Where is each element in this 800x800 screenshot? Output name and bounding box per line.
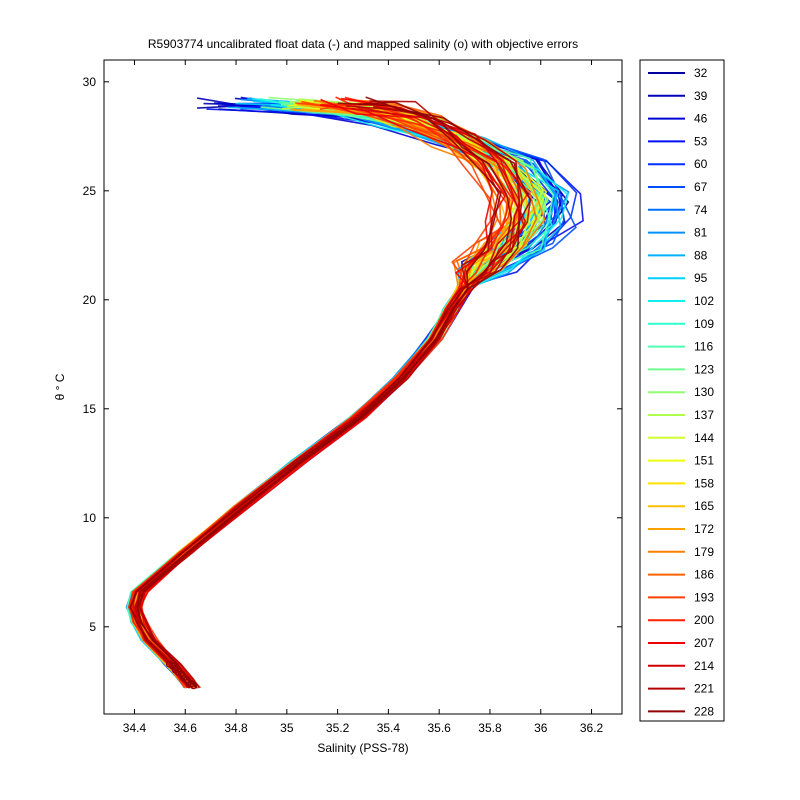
legend-label-193: 193 [694,590,714,604]
legend-label-179: 179 [694,545,714,559]
legend-label-144: 144 [694,431,714,445]
y-axis-label: θ ° C [53,373,67,400]
mapped-salinity-marker [178,670,186,678]
plot-frame [104,60,622,714]
legend-label-46: 46 [694,112,708,126]
legend-label-186: 186 [694,568,714,582]
legend-label-228: 228 [694,704,714,718]
y-tick-label: 20 [83,293,97,307]
legend-label-95: 95 [694,271,708,285]
profile-line-228 [136,96,532,689]
chart-title: R5903774 uncalibrated float data (-) and… [148,37,578,51]
legend-label-60: 60 [694,157,708,171]
legend-label-207: 207 [694,636,714,650]
legend-label-81: 81 [694,226,708,240]
legend-label-165: 165 [694,499,714,513]
x-tick-label: 35.8 [478,721,502,735]
legend: 32 39 46 53 60 67 74 81 88 95 102 109 116 123 130 137 14… [639,59,725,722]
legend-label-102: 102 [694,294,714,308]
legend-label-172: 172 [694,522,714,536]
legend-box [639,59,725,722]
legend-label-200: 200 [694,613,714,627]
x-tick-label: 34.6 [174,721,198,735]
y-tick-label: 10 [83,511,97,525]
profile-lines [125,96,584,689]
plot-area: 34.4 34.6 34.8 35 35.2 35.4 35.6 35.8 36 36.2 5 10… [83,59,623,735]
legend-items: 32 39 46 53 60 67 74 81 88 95 102 109 116 123 130 137 14… [648,66,714,718]
profile-line-228 [129,101,513,689]
x-tick-label: 34.4 [123,721,147,735]
legend-label-88: 88 [694,248,708,262]
mapped-salinity-markers [165,660,198,690]
axes-box [103,59,623,715]
x-axis-ticks: 34.4 34.6 34.8 35 35.2 35.4 35.6 35.8 36 36.2 [123,60,604,735]
mapped-salinity-marker [165,660,174,668]
legend-label-123: 123 [694,362,714,376]
legend-label-74: 74 [694,203,708,217]
legend-label-158: 158 [694,476,714,490]
x-tick-label: 36 [534,721,548,735]
x-tick-label: 35.4 [377,721,401,735]
legend-label-116: 116 [694,340,713,354]
y-tick-label: 30 [83,75,97,89]
x-tick-label: 34.8 [224,721,248,735]
legend-label-151: 151 [694,454,714,468]
y-axis-ticks: 5 10 15 20 25 30 [83,75,622,634]
mapped-salinity-marker [187,680,196,688]
legend-label-221: 221 [694,682,714,696]
legend-label-53: 53 [694,134,708,148]
legend-label-214: 214 [694,659,714,673]
legend-label-67: 67 [694,180,708,194]
legend-label-130: 130 [694,385,714,399]
y-tick-label: 5 [89,620,96,634]
x-tick-label: 36.2 [580,721,604,735]
x-axis-label: Salinity (PSS-78) [317,741,408,755]
profile-line-207 [140,104,506,689]
y-tick-label: 25 [83,184,97,198]
x-tick-label: 35 [280,721,294,735]
legend-label-32: 32 [694,66,708,80]
x-tick-label: 35.6 [427,721,451,735]
legend-label-39: 39 [694,89,708,103]
mapped-salinity-marker [189,682,198,690]
legend-label-137: 137 [694,408,714,422]
legend-label-109: 109 [694,317,714,331]
x-tick-label: 35.2 [326,721,350,735]
y-tick-label: 15 [83,402,97,416]
